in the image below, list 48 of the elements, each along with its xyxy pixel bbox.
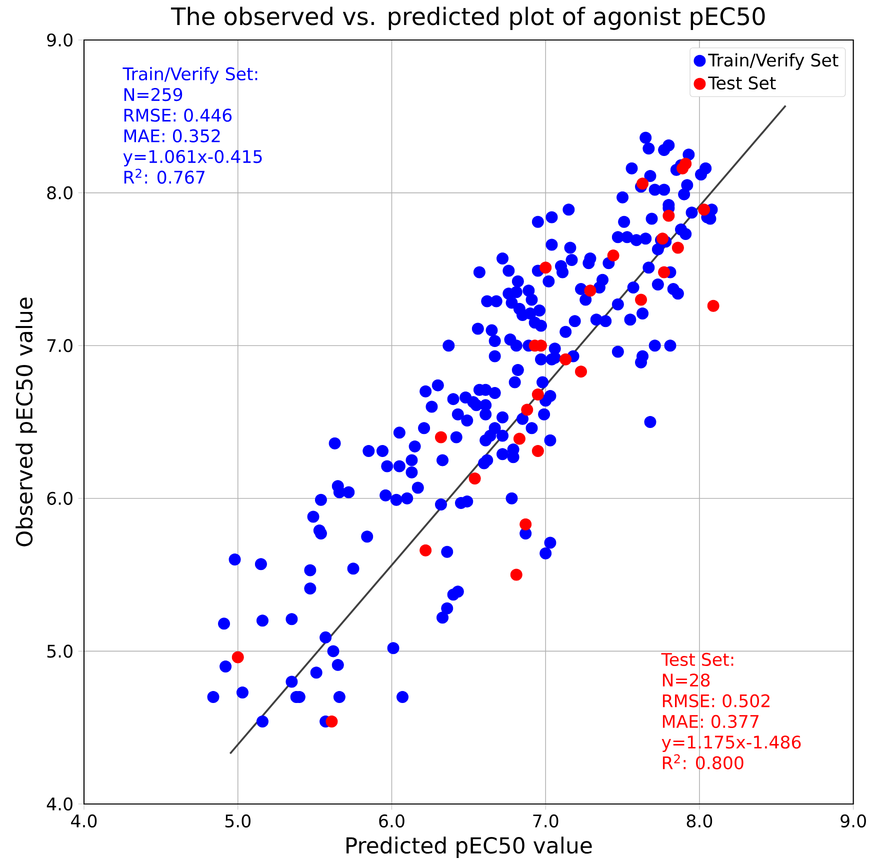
annotation: R$^{2}$: 0.800 (662, 754, 744, 770)
annotation: N=259 (124, 88, 182, 102)
x-tick-label: 9.0 (840, 814, 866, 828)
annotation: RMSE: 0.446 (124, 108, 232, 122)
legend-label: Train/Verify Set (708, 53, 838, 70)
point (707, 300, 720, 312)
point (232, 651, 244, 664)
legend-label: Test Set (708, 76, 776, 90)
point (584, 284, 596, 297)
y-tick-label: 5.0 (47, 644, 72, 658)
point (540, 262, 552, 274)
x-tick-label: 6.0 (379, 814, 404, 828)
annotation: MAE: 0.352 (124, 129, 220, 142)
x-tick-label: 5.0 (225, 814, 250, 828)
point (513, 432, 526, 445)
y-axis-title: Observed pEC50 value (16, 298, 37, 546)
x-tick-label: 4.0 (71, 814, 97, 828)
point (434, 431, 447, 444)
point (468, 472, 481, 485)
y-tick-label: 8.0 (47, 186, 72, 200)
annotation: Test Set: (661, 652, 734, 666)
x-axis-title: Predicted pEC50 value (346, 836, 592, 858)
chart-title: The observed vs. predicted plot of agonist pEC50 (170, 6, 765, 30)
point (532, 388, 544, 400)
point (680, 158, 692, 170)
x-tick-label: 7.0 (533, 814, 558, 828)
point (510, 568, 522, 581)
annotation: MAE: 0.377 (662, 714, 759, 728)
point (532, 445, 544, 458)
point (636, 178, 649, 190)
y-tick-label: 6.0 (47, 492, 72, 505)
point (574, 366, 587, 378)
y-tick-label: 7.0 (47, 339, 72, 352)
annotation: N=28 (662, 674, 710, 687)
point (420, 544, 432, 556)
point (634, 294, 647, 306)
y-tick-label: 4.0 (46, 797, 72, 811)
point (520, 518, 532, 530)
annotation: y=1.061x-0.415 (123, 150, 262, 166)
point (521, 404, 534, 416)
annotation: y=1.175x-1.486 (662, 736, 801, 752)
annotation: RMSE: 0.502 (662, 694, 770, 708)
annotation: Train/Verify Set: (122, 67, 258, 84)
y-tick-label: 9.0 (47, 33, 72, 47)
x-tick-label: 8.0 (686, 814, 712, 828)
point (672, 242, 684, 254)
annotation: R$^{2}$: 0.767 (124, 168, 204, 184)
point (607, 249, 620, 262)
